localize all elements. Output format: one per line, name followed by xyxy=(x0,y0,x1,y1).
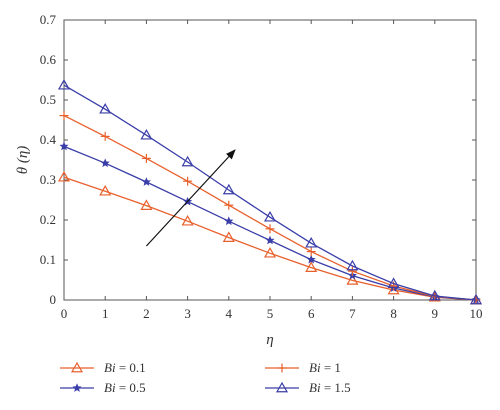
star-marker xyxy=(306,254,316,264)
plus-marker xyxy=(265,224,275,234)
legend-var: Bi xyxy=(309,380,321,395)
y-tick-label: 0.1 xyxy=(40,252,56,267)
tick-group: 0 1 2 3 4 5 6 7 8 9 10 0 0.1 0.2 0.3 0.4 0.5 0.6 0.7 xyxy=(40,12,483,321)
legend-item: Bi = 1.5 xyxy=(265,380,351,395)
triangle-marker xyxy=(140,128,153,140)
star-marker xyxy=(100,158,110,168)
plot-frame xyxy=(63,19,477,301)
star-marker xyxy=(72,383,82,392)
triangle-marker xyxy=(222,231,235,242)
x-tick-label: 10 xyxy=(470,306,483,321)
series-line xyxy=(63,115,477,301)
plus-marker xyxy=(141,153,151,163)
y-tick-label: 0.6 xyxy=(40,52,57,67)
x-tick-label: 0 xyxy=(61,306,68,321)
plus-marker xyxy=(224,200,234,210)
legend-var: Bi xyxy=(309,360,321,375)
triangle-marker xyxy=(70,361,84,373)
triangle-marker xyxy=(469,293,483,305)
legend-item: Bi = 0.5 xyxy=(60,380,146,395)
y-tick-label: 0.5 xyxy=(40,92,56,107)
triangle-marker xyxy=(275,381,289,393)
triangle-marker xyxy=(346,259,359,271)
legend-value: = 0.1 xyxy=(116,360,146,375)
x-tick-label: 7 xyxy=(349,306,356,321)
y-tick-label: 0.4 xyxy=(40,132,57,147)
triangle-marker xyxy=(99,102,112,114)
triangle-marker xyxy=(181,155,194,167)
x-tick-label: 5 xyxy=(267,306,274,321)
legend-label: Bi = 0.1 xyxy=(104,360,146,375)
y-tick-label: 0.7 xyxy=(40,12,57,27)
y-axis-label: θ (η) xyxy=(15,146,31,175)
x-tick-label: 4 xyxy=(226,306,233,321)
triangle-marker xyxy=(387,283,400,295)
y-tick-label: 0.2 xyxy=(40,212,56,227)
series-line xyxy=(63,84,477,301)
triangle-marker xyxy=(140,199,153,210)
triangle-marker xyxy=(57,170,71,182)
x-tick-label: 6 xyxy=(308,306,315,321)
series-group xyxy=(57,78,483,305)
plus-marker xyxy=(183,176,193,186)
legend-item: Bi = 1 xyxy=(265,360,341,375)
triangle-marker xyxy=(57,78,71,90)
series-3 xyxy=(59,111,481,305)
y-tick-label: 0.3 xyxy=(40,172,56,187)
x-axis-label: η xyxy=(266,332,273,348)
triangle-marker xyxy=(346,274,359,285)
triangle-marker xyxy=(99,184,112,196)
star-marker xyxy=(59,141,69,151)
legend-value: = 0.5 xyxy=(116,380,146,395)
plus-marker xyxy=(100,131,110,141)
triangle-marker xyxy=(305,236,318,248)
series-line xyxy=(63,145,477,301)
triangle-marker xyxy=(387,277,400,288)
legend-label: Bi = 1.5 xyxy=(309,380,351,395)
annotation-group xyxy=(145,149,236,247)
x-tick-label: 8 xyxy=(390,306,397,321)
triangle-marker xyxy=(305,261,318,272)
legend-value: = 1.5 xyxy=(321,380,351,395)
triangle-marker xyxy=(222,183,235,195)
x-tick-label: 1 xyxy=(102,306,109,321)
x-tick-label: 2 xyxy=(143,306,150,321)
star-marker xyxy=(265,235,275,245)
increase-arrow xyxy=(145,149,236,247)
plus-marker xyxy=(306,247,316,257)
legend-var: Bi xyxy=(104,360,116,375)
series-line xyxy=(63,176,477,301)
legend-var: Bi xyxy=(104,380,116,395)
legend-label: Bi = 1 xyxy=(309,360,341,375)
star-marker xyxy=(141,177,151,186)
series-2 xyxy=(59,141,481,304)
x-tick-label: 9 xyxy=(432,306,439,321)
triangle-marker xyxy=(263,246,277,258)
plus-marker xyxy=(277,363,287,373)
x-tick-label: 3 xyxy=(184,306,191,321)
series-4 xyxy=(57,78,483,305)
plus-marker xyxy=(347,266,357,276)
legend-item: Bi = 0.1 xyxy=(60,360,146,375)
star-marker xyxy=(224,216,234,226)
triangle-marker xyxy=(263,210,277,222)
legend: Bi = 0.1 Bi = 1Bi = 0.5 Bi = 1.5 xyxy=(60,360,351,395)
y-tick-label: 0 xyxy=(50,292,57,307)
legend-label: Bi = 0.5 xyxy=(104,380,146,395)
triangle-marker xyxy=(428,289,441,301)
plus-marker xyxy=(59,111,69,121)
legend-value: = 1 xyxy=(321,360,341,375)
triangle-marker xyxy=(181,214,194,226)
